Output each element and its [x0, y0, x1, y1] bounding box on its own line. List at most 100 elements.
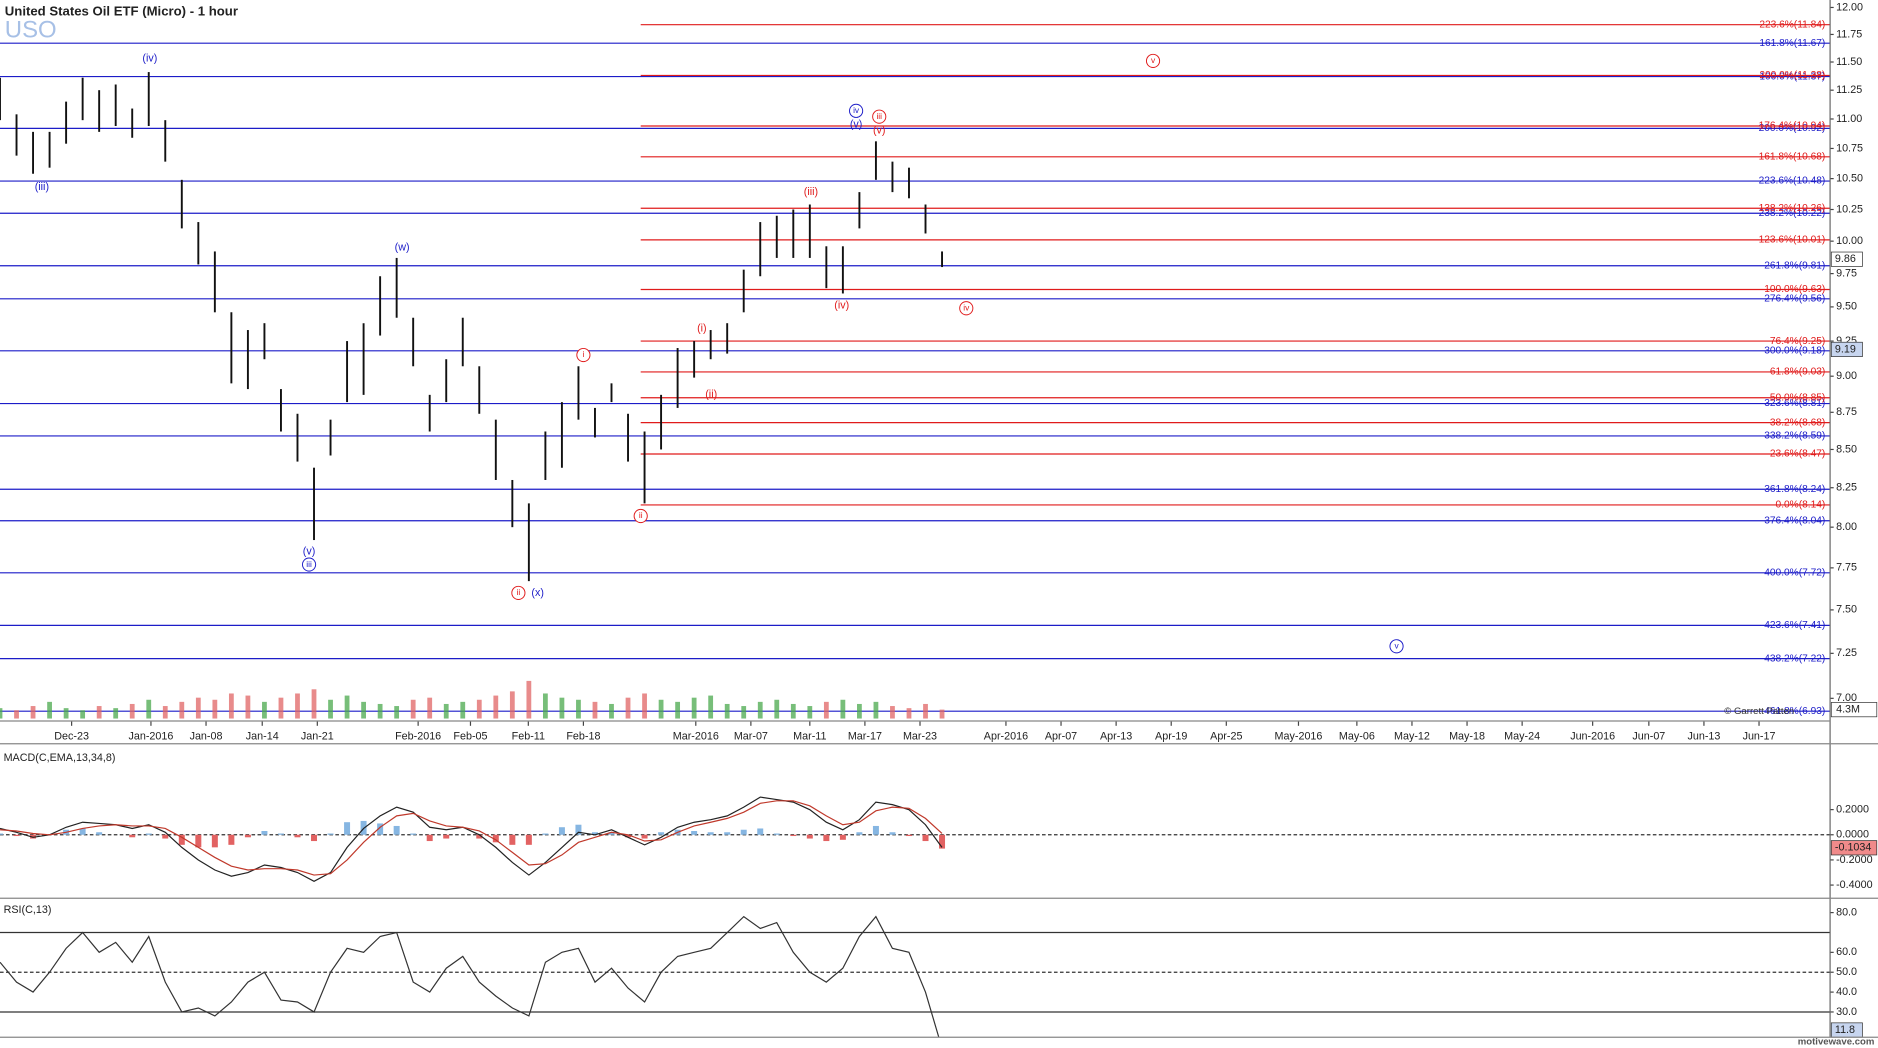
histogram-bar — [823, 834, 830, 842]
wave-label: (i) — [697, 323, 707, 335]
volume-bar — [559, 697, 565, 719]
fib-label: 200.0%(10.92) — [1759, 123, 1826, 134]
volume-bar — [757, 701, 763, 719]
price-marker-box — [1830, 251, 1863, 267]
volume-bar — [460, 701, 466, 719]
histogram-bar — [542, 833, 549, 835]
histogram-bar — [311, 834, 318, 842]
wave-label: iii — [306, 559, 312, 569]
histogram-bar — [96, 832, 103, 835]
x-tick-label: Jun-13 — [1687, 730, 1720, 742]
y-tick-label: 7.25 — [1836, 647, 1857, 659]
x-tick-label: Feb-05 — [453, 730, 487, 742]
histogram-bar — [211, 834, 218, 848]
volume-bar — [0, 708, 3, 719]
wave-label: i — [582, 349, 584, 359]
histogram-bar — [145, 833, 152, 835]
volume-bar — [96, 706, 102, 719]
x-tick-label: Dec-23 — [54, 730, 89, 742]
rsi-line — [0, 915, 940, 1038]
histogram-bar — [806, 834, 813, 839]
histogram-bar — [426, 834, 433, 842]
histogram-bar — [939, 834, 946, 849]
y-tick-label: 60.0 — [1836, 946, 1857, 958]
volume-bar — [14, 710, 19, 719]
x-tick-label: Jun-17 — [1743, 730, 1776, 742]
volume-bar — [47, 701, 52, 719]
volume-bar — [443, 703, 449, 719]
volume-bar — [857, 703, 862, 719]
histogram-bar — [889, 832, 896, 835]
wave-label: (w) — [395, 241, 410, 253]
histogram-bar — [476, 834, 483, 839]
histogram-bar — [244, 834, 251, 838]
volume-bar — [278, 697, 284, 719]
y-tick-label: 8.25 — [1836, 482, 1857, 494]
volume-bar — [823, 701, 829, 719]
rsi-panel — [0, 915, 1831, 1038]
wave-label: iv — [853, 105, 860, 115]
fib-label: 61.8%(9.03) — [1770, 367, 1825, 378]
wave-label: iii — [876, 111, 882, 121]
wave-circle — [301, 557, 317, 572]
macd-label: MACD(C,EMA,13,34,8) — [4, 752, 116, 764]
macd-panel — [0, 796, 1831, 882]
volume-bar — [658, 699, 664, 719]
volume-bar — [162, 706, 168, 719]
wave-circle — [872, 109, 887, 124]
fib-label: 461.8%(6.93) — [1764, 706, 1825, 717]
fib-label: 123.6%(10.01) — [1759, 235, 1826, 246]
histogram-bar — [575, 824, 582, 835]
histogram-bar — [13, 834, 20, 837]
fib-label: 423.6%(7.41) — [1764, 620, 1825, 631]
y-tick-label: 30.0 — [1836, 1006, 1857, 1018]
fib-label: 0.0%(8.14) — [1776, 500, 1826, 511]
x-tick-label: Jan-2016 — [128, 730, 173, 742]
volume-label-box — [1830, 702, 1878, 718]
fib-label: 276.4%(9.56) — [1764, 294, 1825, 305]
wave-circle — [576, 347, 591, 363]
fib-label: 23.6%(8.47) — [1770, 449, 1825, 460]
wave-circle — [959, 301, 974, 316]
wave-label: (iv) — [142, 53, 157, 65]
price-marker: 9.19 — [1835, 343, 1856, 355]
histogram-bar — [525, 834, 532, 845]
fib-label: 223.6%(11.84) — [1759, 19, 1825, 30]
wave-circle — [849, 103, 864, 118]
x-tick-label: Apr-19 — [1155, 730, 1187, 742]
wave-label: iv — [963, 302, 970, 312]
histogram-bar — [377, 823, 384, 835]
volume-bar — [542, 693, 548, 719]
volume-bar — [228, 693, 234, 719]
volume-bar — [311, 689, 317, 719]
histogram-bar — [178, 834, 185, 845]
volume-bar — [30, 706, 36, 719]
volume-bar — [576, 699, 581, 719]
x-tick-label: Mar-23 — [903, 730, 937, 742]
wave-label: (iii) — [35, 181, 49, 193]
x-tick-label: Apr-25 — [1210, 730, 1242, 742]
wave-circle — [1145, 53, 1161, 68]
fib-label: 161.8%(11.67) — [1759, 38, 1825, 49]
y-tick-label: 12.00 — [1836, 1, 1863, 13]
histogram-bar — [129, 834, 136, 838]
histogram-bar — [856, 832, 863, 835]
x-tick-label: Jan-08 — [190, 730, 223, 742]
wave-label: ii — [517, 587, 521, 597]
volume-bar — [807, 706, 813, 719]
volume-bar — [195, 697, 201, 719]
last-value: -0.1034 — [1835, 842, 1872, 854]
histogram-bar — [294, 834, 301, 838]
x-tick-label: May-18 — [1449, 730, 1485, 742]
histogram-bar — [79, 828, 86, 835]
volume-bar — [724, 703, 730, 719]
volume-bar — [129, 703, 135, 719]
x-tick-label: Feb-18 — [566, 730, 600, 742]
wave-label: ii — [639, 510, 643, 520]
fib-label: 300.0%(9.18) — [1764, 346, 1825, 357]
y-tick-label: 8.50 — [1836, 443, 1857, 455]
histogram-bar — [658, 832, 665, 835]
histogram-bar — [608, 832, 615, 835]
y-tick-label: -0.4000 — [1836, 879, 1873, 891]
